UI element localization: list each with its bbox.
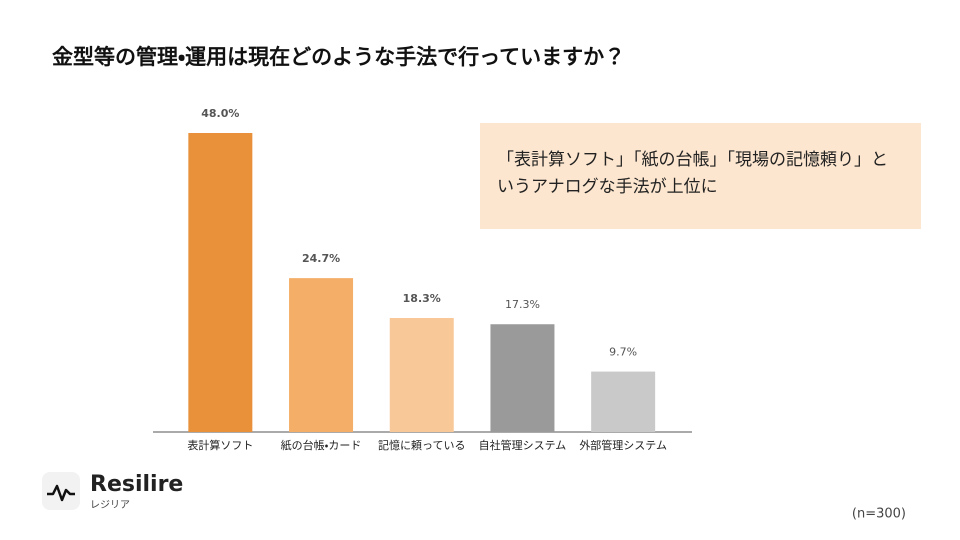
x-tick-label: 外部管理システム [579, 438, 667, 452]
chart-title: 金型等の管理・運用は現在どのような手法で行っていますか？ [52, 45, 625, 69]
value-label: 18.3% [403, 292, 441, 305]
bar [389, 318, 454, 432]
value-label: 9.7% [609, 346, 637, 359]
annotation: 「表計算ソフト」「紙の台帳」「現場の記憶頼り」というアナログな手法が上位に [480, 123, 921, 229]
x-tick-label: 記憶に頼っている [378, 439, 465, 452]
x-tick-label: 表計算ソフト [187, 438, 253, 452]
bar [289, 278, 354, 432]
bar [490, 324, 555, 432]
logo-wave [47, 484, 75, 502]
x-tick-label: 紙の台帳・カード [281, 438, 362, 452]
value-label: 24.7% [302, 252, 340, 265]
logo-subtitle: レジリア [90, 500, 130, 511]
value-label: 17.3% [505, 298, 540, 311]
logo-name: Resilire [90, 472, 183, 497]
x-tick-label: 自社管理システム [479, 438, 567, 452]
value-label: 48.0% [201, 107, 239, 120]
logo-icon [42, 472, 80, 510]
bar [591, 371, 656, 432]
bar [188, 133, 253, 432]
sample-note: (n=300) [852, 507, 906, 522]
